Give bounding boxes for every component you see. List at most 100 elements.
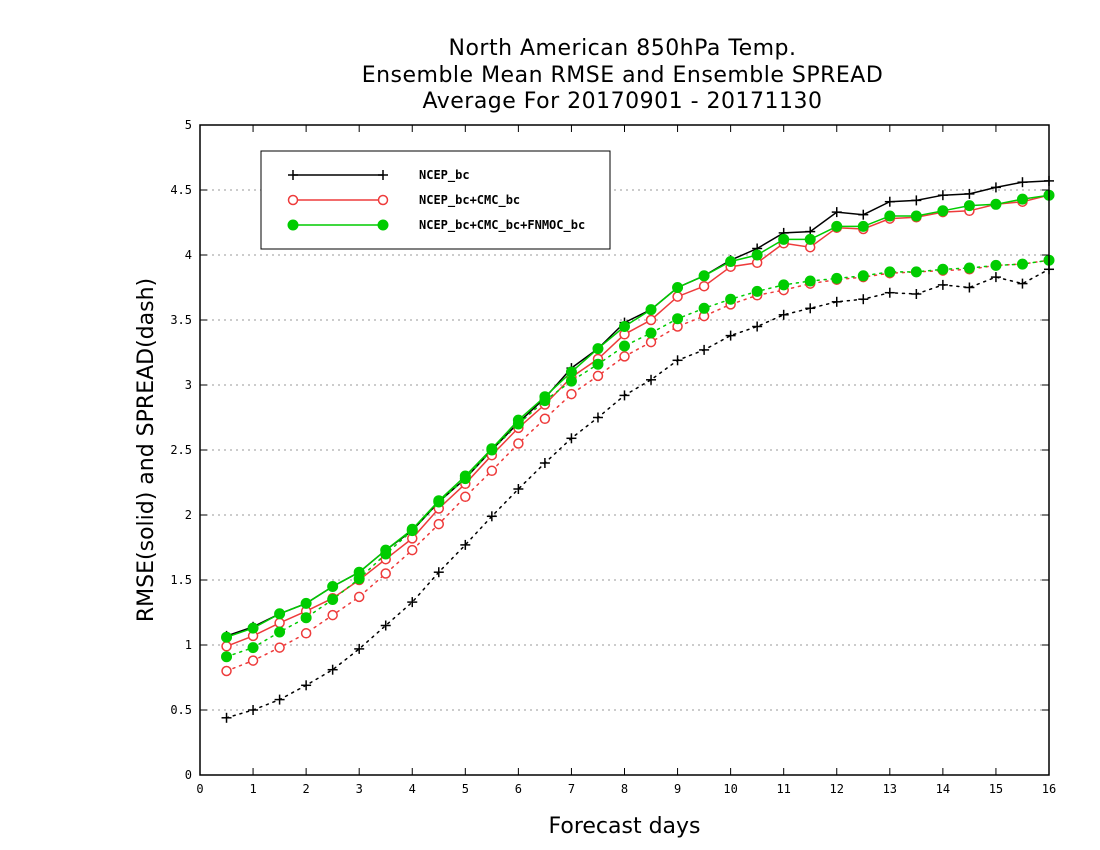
x-tick-label: 3 bbox=[356, 782, 363, 796]
ncep-bc-spread-point bbox=[805, 303, 816, 314]
ncep-bc-spread-point bbox=[858, 294, 869, 305]
ncep-bc-cmc-bc-spread-line bbox=[225, 259, 1050, 672]
ncep-bc-cmc-bc-fnmoc-bc-rmse-point bbox=[857, 220, 869, 232]
ncep-bc-cmc-bc-fnmoc-bc-spread-point bbox=[857, 270, 869, 282]
y-tick-label: 4.5 bbox=[170, 183, 192, 197]
y-tick-label: 2 bbox=[185, 508, 192, 522]
ncep-bc-cmc-bc-fnmoc-bc-rmse-point bbox=[698, 270, 710, 282]
ncep-bc-spread-point bbox=[1017, 278, 1028, 289]
ncep-bc-cmc-bc-fnmoc-bc-spread-line bbox=[225, 259, 1050, 658]
ncep-bc-spread-point bbox=[221, 712, 232, 723]
x-axis-title: Forecast days bbox=[548, 814, 700, 839]
ncep-bc-cmc-bc-fnmoc-bc-rmse-point bbox=[300, 597, 312, 609]
ncep-bc-cmc-bc-fnmoc-bc-spread-point bbox=[804, 275, 816, 287]
ncep-bc-cmc-bc-fnmoc-bc-spread-point bbox=[619, 340, 630, 352]
x-tick-label: 14 bbox=[936, 782, 950, 796]
ncep-bc-cmc-bc-fnmoc-bc-spread-point bbox=[910, 266, 922, 278]
x-tick-label: 16 bbox=[1042, 782, 1056, 796]
ncep-bc-cmc-bc-fnmoc-bc-spread-point bbox=[565, 375, 577, 387]
ncep-bc-cmc-bc-fnmoc-bc-spread-point bbox=[725, 293, 737, 305]
y-tick-label: 1 bbox=[185, 638, 192, 652]
ncep-bc-spread-point bbox=[725, 330, 736, 341]
ncep-bc-cmc-bc-fnmoc-bc-rmse-point bbox=[831, 220, 843, 232]
ncep-bc-spread-point bbox=[884, 287, 895, 298]
ncep-bc-rmse-point bbox=[911, 195, 922, 206]
legend-label: NCEP_bc bbox=[419, 168, 470, 183]
ncep-bc-cmc-bc-fnmoc-bc-rmse-point bbox=[247, 622, 259, 634]
x-tick-label: 11 bbox=[776, 782, 790, 796]
ncep-bc-spread-markers bbox=[221, 264, 1054, 723]
ncep-bc-cmc-bc-spread-point bbox=[221, 665, 232, 677]
ncep-bc-cmc-bc-spread-point bbox=[592, 370, 604, 382]
ncep-bc-spread-point bbox=[380, 620, 391, 631]
ncep-bc-cmc-bc-spread-point bbox=[486, 465, 498, 477]
ncep-bc-spread-point bbox=[354, 643, 365, 654]
y-tick-label: 3 bbox=[185, 378, 192, 392]
ncep-bc-spread-point bbox=[486, 511, 497, 522]
x-tick-label: 8 bbox=[621, 782, 628, 796]
x-tick-label: 10 bbox=[723, 782, 737, 796]
ncep-bc-cmc-bc-fnmoc-bc-rmse-point bbox=[645, 304, 657, 316]
x-tick-label: 0 bbox=[196, 782, 203, 796]
x-tick-label: 15 bbox=[989, 782, 1003, 796]
ncep-bc-cmc-bc-spread-point bbox=[327, 609, 338, 621]
ncep-bc-spread-point bbox=[752, 321, 763, 332]
x-tick-label: 2 bbox=[303, 782, 310, 796]
ncep-bc-cmc-bc-fnmoc-bc-rmse-point bbox=[433, 495, 445, 507]
legend-marker bbox=[377, 194, 389, 206]
ncep-bc-cmc-bc-spread-point bbox=[300, 628, 312, 639]
ncep-bc-cmc-bc-fnmoc-bc-rmse-point bbox=[459, 470, 471, 482]
ncep-bc-cmc-bc-rmse-point bbox=[645, 314, 657, 326]
ncep-bc-cmc-bc-fnmoc-bc-rmse-point bbox=[937, 205, 949, 217]
ncep-bc-cmc-bc-spread-point bbox=[539, 413, 551, 425]
ncep-bc-cmc-bc-fnmoc-bc-spread-point bbox=[672, 313, 684, 325]
ncep-bc-rmse-point bbox=[1017, 177, 1028, 188]
ncep-bc-cmc-bc-rmse-line bbox=[226, 194, 1050, 647]
ncep-bc-spread-point bbox=[301, 680, 312, 691]
ncep-bc-cmc-bc-fnmoc-bc-rmse-point bbox=[512, 414, 524, 426]
ncep-bc-cmc-bc-fnmoc-bc-rmse-point bbox=[672, 282, 684, 293]
legend-marker bbox=[378, 170, 388, 180]
ncep-bc-spread-point bbox=[327, 664, 338, 675]
x-tick-label: 12 bbox=[830, 782, 844, 796]
ncep-bc-cmc-bc-fnmoc-bc-spread-point bbox=[937, 263, 949, 275]
legend-label: NCEP_bc+CMC_bc+FNMOC_bc bbox=[419, 218, 585, 233]
ncep-bc-cmc-bc-fnmoc-bc-spread-point bbox=[963, 262, 975, 274]
ncep-bc-cmc-bc-fnmoc-bc-rmse-line bbox=[226, 194, 1050, 638]
ncep-bc-spread-point bbox=[964, 282, 975, 293]
x-tick-label: 13 bbox=[883, 782, 897, 796]
ncep-bc-cmc-bc-spread-point bbox=[645, 336, 657, 348]
ncep-bc-spread-point bbox=[646, 374, 657, 385]
chart-title-line-1: North American 850hPa Temp. bbox=[448, 36, 797, 61]
ncep-bc-cmc-bc-fnmoc-bc-spread-point bbox=[592, 358, 604, 370]
y-tick-label: 5 bbox=[185, 118, 192, 132]
ncep-bc-cmc-bc-spread-point bbox=[247, 655, 259, 666]
ncep-bc-cmc-bc-fnmoc-bc-rmse-point bbox=[406, 523, 418, 535]
ncep-bc-cmc-bc-fnmoc-bc-spread-point bbox=[327, 594, 339, 605]
ncep-bc-cmc-bc-fnmoc-bc-rmse-point bbox=[910, 210, 922, 222]
ncep-bc-spread-line bbox=[225, 268, 1050, 719]
ncep-bc-cmc-bc-fnmoc-bc-rmse-point bbox=[751, 249, 763, 261]
ncep-bc-cmc-bc-fnmoc-bc-spread-point bbox=[221, 651, 233, 663]
ncep-bc-cmc-bc-fnmoc-bc-rmse-point bbox=[486, 443, 498, 455]
ncep-bc-cmc-bc-rmse-point bbox=[698, 280, 710, 292]
ncep-bc-cmc-bc-fnmoc-bc-rmse-point bbox=[592, 343, 604, 355]
ncep-bc-cmc-bc-fnmoc-bc-spread-point bbox=[751, 285, 763, 297]
x-tick-label: 6 bbox=[515, 782, 522, 796]
ncep-bc-spread-point bbox=[274, 694, 285, 705]
ncep-bc-cmc-bc-rmse-markers bbox=[221, 189, 1055, 652]
ncep-bc-spread-point bbox=[831, 296, 842, 307]
ncep-bc-cmc-bc-fnmoc-bc-spread-point bbox=[831, 272, 843, 284]
ncep-bc-cmc-bc-fnmoc-bc-rmse-point bbox=[539, 391, 551, 403]
ncep-bc-spread-point bbox=[911, 289, 922, 299]
y-tick-label: 4 bbox=[185, 248, 192, 262]
ncep-bc-cmc-bc-rmse-point bbox=[672, 291, 683, 302]
ncep-bc-cmc-bc-fnmoc-bc-spread-point bbox=[274, 626, 286, 638]
ncep-bc-spread-point bbox=[539, 458, 550, 468]
legend-box bbox=[260, 150, 611, 250]
x-tick-label: 7 bbox=[568, 782, 575, 796]
ncep-bc-spread-point bbox=[619, 390, 630, 401]
ncep-bc-cmc-bc-fnmoc-bc-rmse-point bbox=[221, 631, 233, 643]
ncep-bc-cmc-bc-fnmoc-bc-rmse-point bbox=[990, 198, 1002, 210]
